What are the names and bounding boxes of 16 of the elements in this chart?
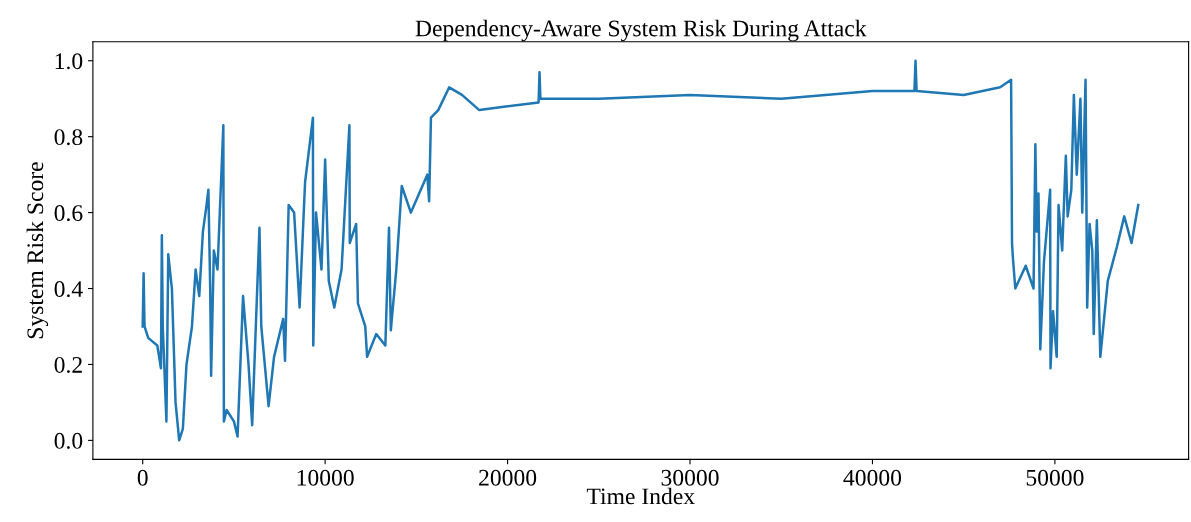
x-tick-label: 40000 bbox=[843, 469, 902, 486]
y-tick-label: 0.8 bbox=[54, 129, 83, 146]
chart-title: Dependency-Aware System Risk During Attack bbox=[415, 19, 867, 42]
x-tick-label: 10000 bbox=[297, 469, 354, 486]
x-tick-label: 20000 bbox=[479, 469, 537, 486]
x-tick-label: 0 bbox=[137, 469, 148, 486]
x-tick-label: 30000 bbox=[661, 469, 719, 486]
y-tick-label: 0.4 bbox=[54, 281, 83, 298]
y-axis-title: System Risk Score bbox=[26, 162, 49, 339]
y-tick-label: 0.6 bbox=[54, 205, 83, 222]
x-tick-label: 50000 bbox=[1026, 469, 1084, 486]
line-series bbox=[141, 59, 1140, 442]
y-tick-label: 0.2 bbox=[54, 356, 82, 373]
x-axis-title: Time Index bbox=[586, 487, 695, 505]
y-tick-label: 1.0 bbox=[55, 53, 83, 70]
y-tick-label: 0.0 bbox=[54, 432, 83, 449]
